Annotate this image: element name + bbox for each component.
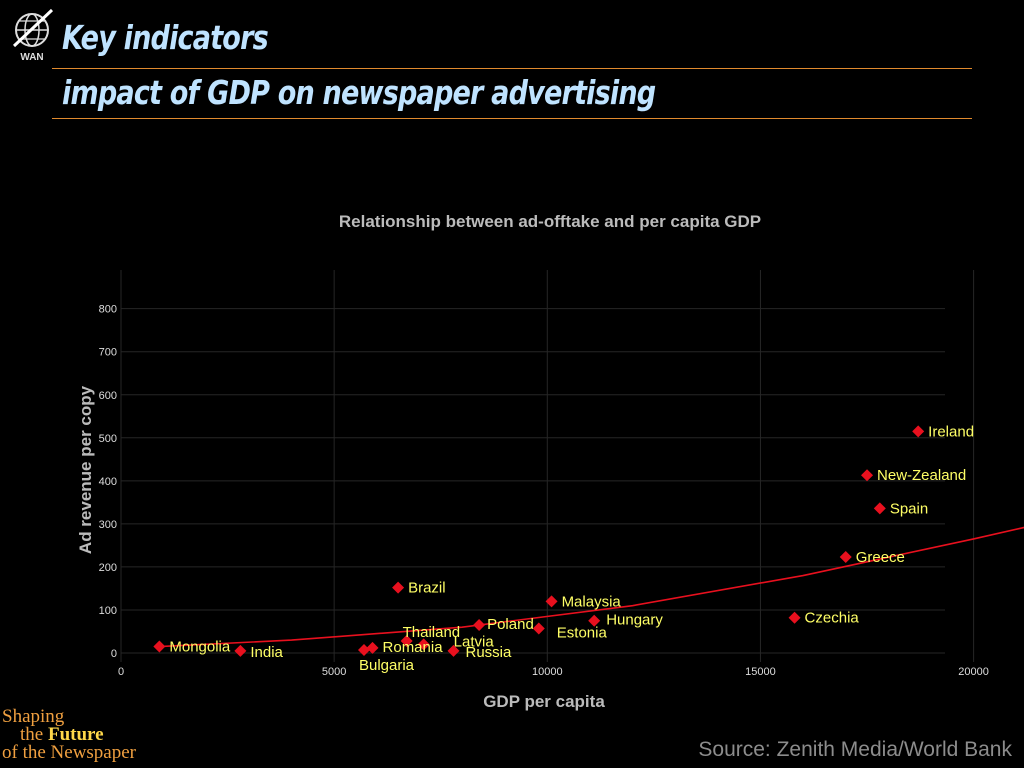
data-point-marker [839,551,852,564]
data-point-marker [912,425,925,438]
data-point-label: India [250,644,283,661]
data-point-marker [234,644,247,657]
chart-ticks: 0500010000150002000025000300003500001002… [99,304,989,678]
chart-title: Relationship between ad-offtake and per … [339,212,761,231]
x-tick-label: 5000 [322,666,346,678]
tagline-line3: of the Newspaper [2,742,137,763]
tagline: Shaping the Future of the Newspaper [2,706,137,763]
y-tick-label: 200 [99,562,117,574]
x-tick-label: 15000 [745,666,776,678]
data-point-label: Russia [466,644,513,661]
y-tick-label: 700 [99,347,117,359]
x-tick-label: 0 [118,666,124,678]
data-point-marker [545,595,558,608]
wan-logo: WAN [12,8,54,63]
data-point-marker [153,640,166,653]
data-points: United-StatesIrelandAustraliaSwitzerland… [153,423,974,674]
data-point-label: Hungary [606,612,663,629]
trendline [159,526,1024,648]
tagline-line1: Shaping [2,706,65,727]
tagline-line2-emphasis: Future [47,724,104,745]
data-point-marker [447,644,460,657]
data-point-label: Czechia [805,610,860,627]
data-point-marker [873,502,886,515]
y-axis-label: Ad revenue per copy [76,385,95,554]
data-point-label: Brazil [408,580,446,597]
y-tick-label: 100 [99,605,117,617]
data-point-label: Estonia [557,624,608,641]
page-title: Key indicators [62,18,269,57]
data-point-marker [417,638,430,651]
x-tick-label: 20000 [958,666,989,678]
data-point-marker [588,614,601,627]
title-divider [52,68,972,69]
data-point-marker [357,643,370,656]
data-point-label: Romania [383,639,444,656]
chart-grid [120,270,975,662]
data-point-label: Latvia [454,633,495,650]
y-tick-label: 400 [99,476,117,488]
data-point-label: New-Zealand [877,467,966,484]
x-tick-label: 10000 [532,666,563,678]
data-point-label: Greece [856,549,905,566]
y-tick-label: 800 [99,304,117,316]
data-point-marker [366,641,379,654]
data-point-marker [400,634,413,647]
data-point-marker [473,619,486,632]
data-point-label: Malaysia [562,593,622,610]
y-tick-label: 600 [99,390,117,402]
data-point-label: Ireland [928,423,974,440]
subtitle-divider [52,118,972,119]
x-axis-label: GDP per capita [483,692,605,711]
data-point-label: Thailand [403,624,461,641]
source-note: Source: Zenith Media/World Bank [698,738,1012,761]
data-point-label: Mongolia [169,639,231,656]
data-point-label: Spain [890,500,928,517]
y-tick-label: 300 [99,519,117,531]
data-point-label: Bulgaria [359,657,415,674]
page-subtitle: impact of GDP on newspaper advertising [62,73,656,112]
data-point-marker [392,581,405,594]
data-point-marker [788,611,801,624]
y-tick-label: 0 [111,648,117,660]
data-point-marker [861,469,874,482]
tagline-line2-prefix: the [20,724,48,745]
y-tick-label: 500 [99,433,117,445]
logo-text: WAN [20,52,43,63]
data-point-label: Poland [487,616,534,633]
data-point-marker [532,622,545,635]
